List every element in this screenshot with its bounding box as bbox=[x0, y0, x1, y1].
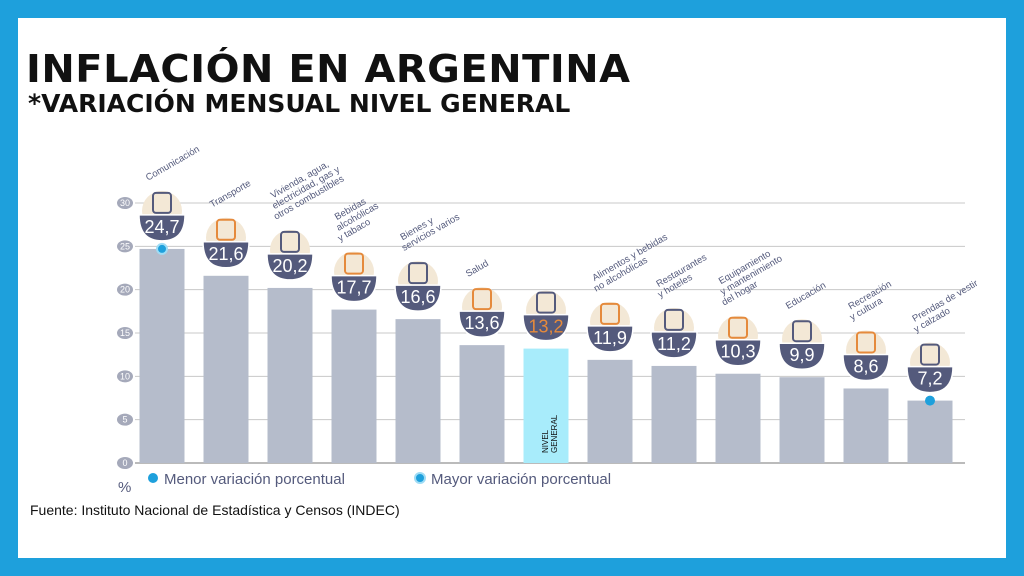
source-note: Fuente: Instituto Nacional de Estadístic… bbox=[30, 502, 400, 518]
comb-scissors-icon-glyph bbox=[408, 262, 428, 285]
value-badge bbox=[202, 241, 250, 269]
grocery-bag-icon-glyph bbox=[536, 291, 556, 314]
sube-card-bus-icon-glyph bbox=[216, 218, 236, 241]
bar bbox=[523, 348, 569, 463]
extreme-marker-dot bbox=[156, 242, 168, 255]
value-badge bbox=[650, 331, 698, 359]
bar bbox=[331, 309, 377, 463]
page-subtitle: *VARIACIÓN MENSUAL NIVEL GENERAL bbox=[28, 89, 571, 118]
value-badge bbox=[394, 284, 442, 312]
medical-cross-icon-glyph bbox=[472, 288, 492, 311]
bar bbox=[203, 275, 249, 463]
category-label: Educación bbox=[784, 280, 828, 312]
bar bbox=[459, 345, 505, 463]
category-label: Equipamientoy mantenimientodel hogar bbox=[710, 245, 789, 309]
value-badge bbox=[906, 365, 954, 394]
data-label: 21,6 bbox=[208, 244, 243, 264]
bar bbox=[267, 287, 313, 463]
category-label: Comunicación bbox=[144, 144, 202, 184]
tick-bubble bbox=[117, 370, 133, 383]
category-label: Bebidasalcohólicasy tabaco bbox=[326, 192, 386, 244]
category-label-line: Comunicación bbox=[144, 144, 202, 184]
tick-bubble bbox=[117, 197, 133, 209]
food-chicken-icon-glyph bbox=[600, 302, 620, 325]
data-label: 17,7 bbox=[336, 278, 371, 298]
y-tick-label: 0 bbox=[122, 458, 127, 468]
tick-bubble bbox=[117, 283, 133, 296]
value-badge bbox=[330, 274, 378, 303]
tick-bubble bbox=[117, 240, 133, 253]
data-label: 8,6 bbox=[853, 356, 878, 376]
category-label: Recreacióny cultura bbox=[843, 279, 899, 323]
data-label: 16,6 bbox=[400, 287, 435, 307]
bar bbox=[651, 365, 697, 463]
bar bbox=[395, 319, 441, 463]
bar bbox=[715, 373, 761, 463]
nivel-general-line: NIVEL bbox=[541, 429, 550, 453]
data-label: 11,2 bbox=[657, 334, 691, 354]
data-label: 13,6 bbox=[464, 313, 499, 333]
bar bbox=[587, 359, 633, 463]
legend-label: Menor variación porcentual bbox=[164, 471, 345, 488]
data-label: 13,2 bbox=[528, 317, 563, 337]
y-tick-label: 20 bbox=[120, 285, 130, 295]
notebook-pencil-icon-glyph bbox=[792, 320, 812, 343]
bar bbox=[139, 248, 185, 463]
page-title: INFLACIÓN EN ARGENTINA bbox=[26, 47, 631, 91]
y-tick-label: 30 bbox=[120, 198, 130, 208]
bar bbox=[907, 400, 953, 463]
data-label: 24,7 bbox=[144, 217, 179, 237]
category-label-line: Educación bbox=[784, 280, 828, 312]
y-axis-unit: % bbox=[118, 479, 131, 496]
legend-label: Mayor variación porcentual bbox=[431, 471, 611, 488]
value-badge bbox=[522, 313, 570, 342]
value-badge bbox=[714, 338, 762, 367]
value-badge bbox=[138, 214, 186, 242]
y-tick-label: 10 bbox=[120, 371, 130, 381]
data-label: 20,2 bbox=[272, 256, 307, 276]
value-badge bbox=[586, 325, 634, 353]
category-label: Prendas de vestiry calzado bbox=[907, 278, 985, 335]
category-label: Salud bbox=[464, 258, 491, 280]
extreme-marker-dot bbox=[925, 395, 935, 406]
bar bbox=[843, 388, 889, 463]
category-label-line: Salud bbox=[464, 258, 491, 280]
value-badge bbox=[842, 353, 890, 382]
tick-bubble bbox=[117, 327, 133, 339]
data-label: 10,3 bbox=[720, 342, 755, 362]
legend-dot bbox=[148, 473, 158, 483]
category-label: Transporte bbox=[208, 178, 253, 210]
value-badge bbox=[266, 253, 314, 281]
tick-bubble bbox=[117, 413, 133, 426]
beach-umbrella-icon-glyph bbox=[856, 331, 876, 354]
value-badge bbox=[778, 342, 826, 370]
category-label-line: Transporte bbox=[208, 178, 253, 210]
data-label: 7,2 bbox=[917, 369, 942, 389]
nivel-general-label: NIVELGENERAL bbox=[541, 414, 559, 453]
wine-bottle-icon-glyph bbox=[344, 252, 364, 275]
y-tick-label: 25 bbox=[120, 241, 130, 251]
nivel-general-line: GENERAL bbox=[550, 414, 559, 453]
plate-cutlery-icon-glyph bbox=[664, 308, 684, 331]
washing-machine-icon-glyph bbox=[728, 316, 748, 339]
y-tick-label: 5 bbox=[122, 415, 127, 425]
bar bbox=[779, 377, 825, 463]
category-label: Restaurantesy hoteles bbox=[651, 252, 714, 301]
lightbulb-tools-icon-glyph bbox=[280, 230, 300, 253]
value-badge bbox=[458, 310, 506, 338]
data-label: 9,9 bbox=[789, 345, 814, 365]
smartphone-icon-glyph bbox=[152, 191, 172, 214]
legend-dot bbox=[414, 472, 426, 484]
tshirt-sandal-icon-glyph bbox=[920, 343, 940, 366]
tick-bubble bbox=[117, 457, 133, 469]
category-label-line: Alimentos y bebidas bbox=[590, 232, 669, 284]
y-tick-label: 15 bbox=[120, 328, 130, 338]
data-label: 11,9 bbox=[593, 328, 627, 348]
